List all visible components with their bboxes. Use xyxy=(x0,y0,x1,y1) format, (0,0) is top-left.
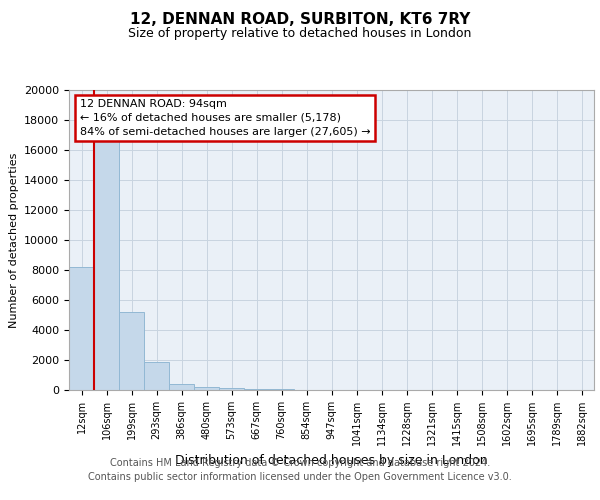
Y-axis label: Number of detached properties: Number of detached properties xyxy=(8,152,19,328)
Bar xyxy=(219,388,244,390)
Bar xyxy=(69,267,94,390)
Bar xyxy=(144,362,169,390)
Bar xyxy=(269,389,294,390)
Text: Size of property relative to detached houses in London: Size of property relative to detached ho… xyxy=(128,28,472,40)
Text: 12 DENNAN ROAD: 94sqm
← 16% of detached houses are smaller (5,178)
84% of semi-d: 12 DENNAN ROAD: 94sqm ← 16% of detached … xyxy=(79,99,370,137)
Bar xyxy=(169,384,194,390)
Text: Contains HM Land Registry data © Crown copyright and database right 2024.: Contains HM Land Registry data © Crown c… xyxy=(110,458,490,468)
Text: Contains public sector information licensed under the Open Government Licence v3: Contains public sector information licen… xyxy=(88,472,512,482)
Bar xyxy=(94,141,119,390)
Bar xyxy=(244,388,269,390)
X-axis label: Distribution of detached houses by size in London: Distribution of detached houses by size … xyxy=(175,454,488,466)
Bar xyxy=(194,387,219,390)
Text: 12, DENNAN ROAD, SURBITON, KT6 7RY: 12, DENNAN ROAD, SURBITON, KT6 7RY xyxy=(130,12,470,28)
Bar xyxy=(119,312,144,390)
